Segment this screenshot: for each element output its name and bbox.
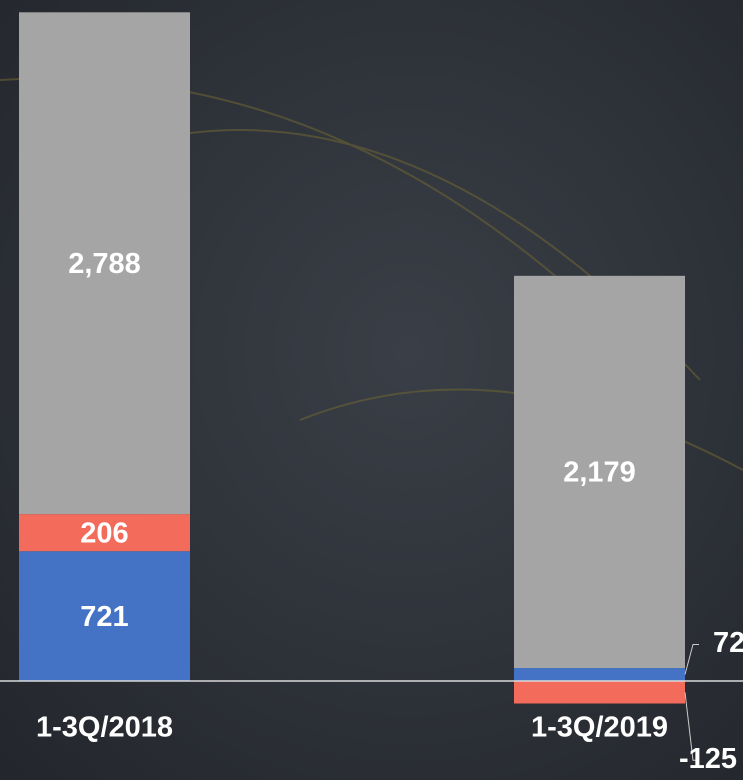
value-label: 72: [713, 627, 743, 659]
page: 721 206 2,788 1-3Q/2018 72 -125 2,179 1-3Q/2019…: [0, 0, 743, 780]
x-tick-label: 1-3Q/2018: [36, 712, 173, 744]
value-label: 2,788: [68, 248, 141, 280]
chart: 721 206 2,788 1-3Q/2018 72 -125 2,179 1-3Q/2019: [0, 0, 743, 780]
bar-segment: [514, 668, 685, 681]
value-label: 721: [80, 601, 128, 633]
value-label: -125: [679, 743, 737, 775]
value-label: 2,179: [563, 457, 636, 489]
value-label: 206: [80, 517, 128, 549]
bar-segment: [514, 681, 685, 704]
x-tick-label: 1-3Q/2019: [531, 712, 668, 744]
